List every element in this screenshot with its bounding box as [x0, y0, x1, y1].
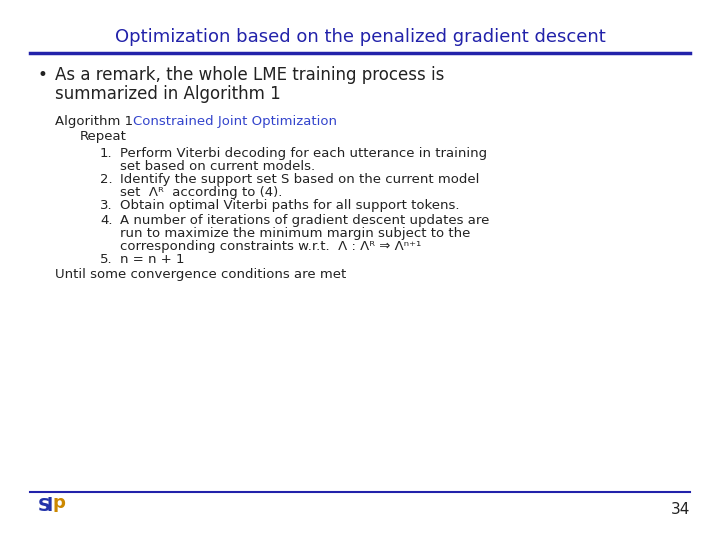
Text: S: S — [38, 497, 51, 515]
Text: Until some convergence conditions are met: Until some convergence conditions are me… — [55, 268, 346, 281]
Text: run to maximize the minimum margin subject to the: run to maximize the minimum margin subje… — [120, 227, 470, 240]
Text: 34: 34 — [670, 502, 690, 517]
Text: 1.: 1. — [100, 147, 112, 160]
Text: Perform Viterbi decoding for each utterance in training: Perform Viterbi decoding for each uttera… — [120, 147, 487, 160]
Text: p: p — [52, 494, 65, 512]
Text: set based on current models.: set based on current models. — [120, 160, 315, 173]
Text: summarized in Algorithm 1: summarized in Algorithm 1 — [55, 85, 281, 103]
Text: corresponding constraints w.r.t.  Λ : Λᴿ ⇒ Λⁿ⁺¹: corresponding constraints w.r.t. Λ : Λᴿ … — [120, 240, 421, 253]
Text: 2.: 2. — [100, 173, 112, 186]
Text: 4.: 4. — [100, 214, 112, 227]
Text: Identify the support set S based on the current model: Identify the support set S based on the … — [120, 173, 480, 186]
Text: Optimization based on the penalized gradient descent: Optimization based on the penalized grad… — [114, 28, 606, 46]
Text: set  Λᴿ  according to (4).: set Λᴿ according to (4). — [120, 186, 282, 199]
Text: A number of iterations of gradient descent updates are: A number of iterations of gradient desce… — [120, 214, 490, 227]
Text: l: l — [47, 497, 53, 515]
Text: Constrained Joint Optimization: Constrained Joint Optimization — [133, 115, 337, 128]
Text: As a remark, the whole LME training process is: As a remark, the whole LME training proc… — [55, 66, 444, 84]
Text: 3.: 3. — [100, 199, 112, 212]
Text: n = n + 1: n = n + 1 — [120, 253, 184, 266]
Text: •: • — [38, 66, 48, 84]
Text: Repeat: Repeat — [80, 130, 127, 143]
Text: 5.: 5. — [100, 253, 112, 266]
Text: Algorithm 1: Algorithm 1 — [55, 115, 138, 128]
Text: Obtain optimal Viterbi paths for all support tokens.: Obtain optimal Viterbi paths for all sup… — [120, 199, 459, 212]
